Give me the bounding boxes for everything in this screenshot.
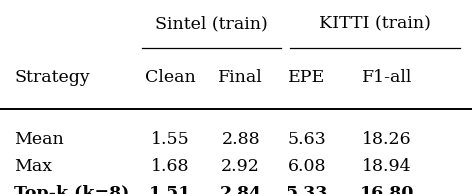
Text: 16.80: 16.80 — [360, 185, 414, 194]
Text: EPE: EPE — [288, 69, 325, 86]
Text: 2.88: 2.88 — [221, 131, 260, 148]
Text: 18.26: 18.26 — [362, 131, 412, 148]
Text: Mean: Mean — [14, 131, 64, 148]
Text: 1.51: 1.51 — [149, 185, 191, 194]
Text: 2.84: 2.84 — [219, 185, 262, 194]
Text: Sintel (train): Sintel (train) — [155, 16, 268, 33]
Text: Strategy: Strategy — [14, 69, 90, 86]
Text: 2.92: 2.92 — [221, 158, 260, 175]
Text: KITTI (train): KITTI (train) — [319, 16, 431, 33]
Text: 1.68: 1.68 — [151, 158, 189, 175]
Text: F1-all: F1-all — [362, 69, 412, 86]
Text: 5.63: 5.63 — [287, 131, 326, 148]
Text: 18.94: 18.94 — [362, 158, 412, 175]
Text: 5.33: 5.33 — [286, 185, 328, 194]
Text: 6.08: 6.08 — [287, 158, 326, 175]
Text: Clean: Clean — [144, 69, 195, 86]
Text: 1.55: 1.55 — [151, 131, 189, 148]
Text: Final: Final — [219, 69, 263, 86]
Text: Top-k (k=8): Top-k (k=8) — [14, 185, 129, 194]
Text: Max: Max — [14, 158, 52, 175]
